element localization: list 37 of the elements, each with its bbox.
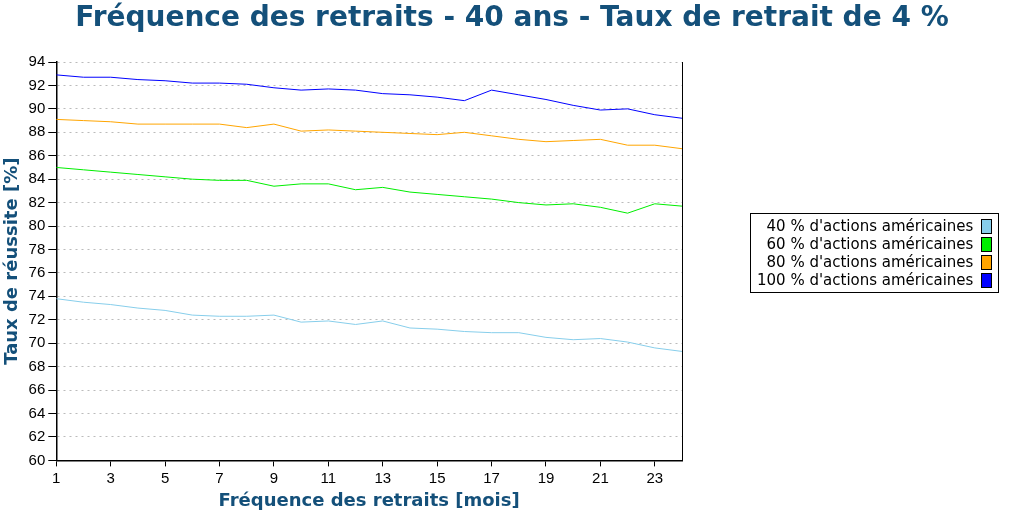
x-tick-label: 3 <box>106 468 115 486</box>
legend-label: 100 % d'actions américaines <box>757 271 974 289</box>
y-tick-label: 90 <box>28 99 46 117</box>
y-tick-label: 76 <box>28 263 46 281</box>
y-tick-label: 94 <box>28 52 46 70</box>
x-tick-label: 1 <box>52 468 61 486</box>
x-tick-label: 11 <box>320 468 337 486</box>
x-axis-title: Fréquence des retraits [mois] <box>218 488 520 510</box>
x-tick-label: 9 <box>269 468 279 486</box>
x-tick-label: 23 <box>646 468 664 486</box>
y-tick-label: 68 <box>28 356 46 374</box>
x-tick-label: 17 <box>483 468 500 486</box>
x-tick-label: 15 <box>428 468 446 486</box>
y-tick-label: 78 <box>28 239 46 257</box>
y-tick-label: 72 <box>28 309 46 327</box>
y-tick-label: 60 <box>28 450 46 468</box>
y-tick-label: 62 <box>28 427 46 445</box>
y-tick-label: 88 <box>28 122 46 140</box>
x-tick-label: 7 <box>215 468 224 486</box>
y-axis-title: Taux de réussite [%] <box>0 157 22 365</box>
x-tick-label: 21 <box>592 468 609 486</box>
x-tick-label: 5 <box>160 468 170 486</box>
x-tick-label: 19 <box>537 468 555 486</box>
y-tick-label: 80 <box>28 216 46 234</box>
y-tick-label: 92 <box>28 75 46 93</box>
y-tick-label: 74 <box>28 286 46 304</box>
legend-label: 40 % d'actions américaines <box>766 217 974 235</box>
y-tick-label: 82 <box>28 192 46 210</box>
y-tick-label: 84 <box>28 169 46 187</box>
chart-title: Fréquence des retraits - 40 ans - Taux de retrait de 4 % <box>74 0 950 33</box>
legend-label: 80 % d'actions américaines <box>766 253 974 271</box>
legend-label: 60 % d'actions américaines <box>766 235 974 253</box>
y-tick-label: 86 <box>28 145 46 163</box>
x-tick-label: 13 <box>374 468 392 486</box>
y-tick-label: 70 <box>28 333 46 351</box>
y-tick-label: 64 <box>28 403 46 421</box>
y-tick-label: 66 <box>28 380 46 398</box>
